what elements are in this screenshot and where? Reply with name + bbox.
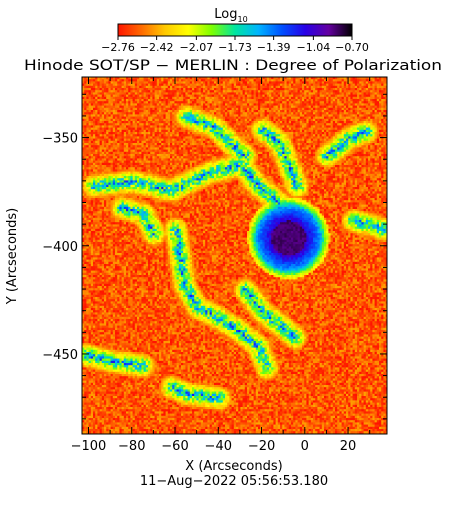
x-tick-label: −20 <box>248 439 275 454</box>
x-axis-label: X (Arcseconds) <box>185 459 282 474</box>
y-tick-label: −450 <box>42 348 78 363</box>
plot-area <box>82 77 387 434</box>
x-tick-label: −60 <box>161 439 188 454</box>
colorbar-tick-label: −2.76 <box>101 41 135 54</box>
x-tick-label: −80 <box>118 439 145 454</box>
chart-title: Hinode SOT/SP − MERLIN : Degree of Polar… <box>24 58 442 74</box>
colorbar-tick-label: −1.73 <box>218 41 252 54</box>
plot-frame <box>81 76 388 435</box>
x-axis: −100 −80 −60 −40 −20 0 20 <box>71 77 371 454</box>
colorbar <box>117 23 353 37</box>
colorbar-ticks: −2.76 −2.42 −2.07 −1.73 −1.39 −1.04 −0.70 <box>101 36 369 54</box>
colorbar-tick-label: −0.70 <box>335 41 369 54</box>
colorbar-tick-label: −2.07 <box>180 41 214 54</box>
colorbar-tick-label: −1.39 <box>257 41 291 54</box>
x-tick-label: 0 <box>301 439 309 454</box>
colorbar-tick-label: −2.42 <box>140 41 174 54</box>
y-axis-label: Y (Arcseconds) <box>5 208 20 305</box>
x-tick-label: −40 <box>205 439 232 454</box>
x-tick-label: 20 <box>340 439 357 454</box>
y-tick-label: −350 <box>42 132 78 147</box>
colorbar-label: Log10 <box>214 7 247 24</box>
y-axis: −350 −400 −450 <box>42 93 387 420</box>
x-tick-label: −100 <box>71 439 107 454</box>
y-tick-label: −400 <box>42 240 78 255</box>
polarization-map <box>82 77 387 434</box>
timestamp: 11−Aug−2022 05:56:53.180 <box>140 474 328 489</box>
colorbar-tick-label: −1.04 <box>297 41 331 54</box>
